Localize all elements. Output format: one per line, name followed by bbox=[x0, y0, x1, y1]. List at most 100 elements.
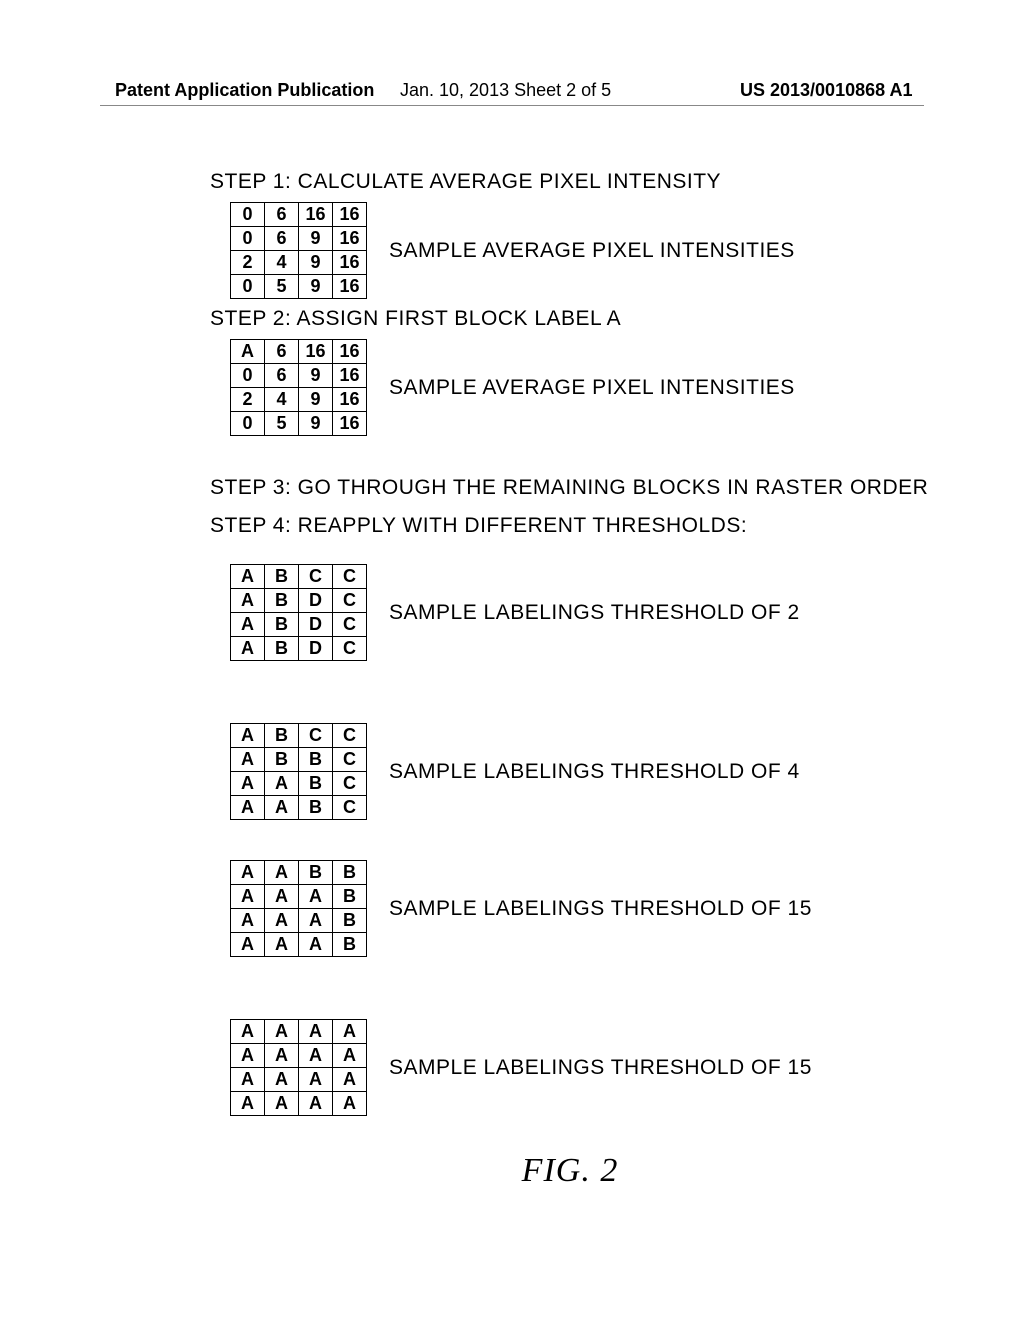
cell: A bbox=[333, 1044, 367, 1068]
cell: A bbox=[231, 909, 265, 933]
cell: 0 bbox=[231, 275, 265, 299]
cell: 9 bbox=[299, 364, 333, 388]
cell: B bbox=[265, 589, 299, 613]
cell: A bbox=[265, 1044, 299, 1068]
cell: 16 bbox=[333, 340, 367, 364]
step2-block: A61616 06916 24916 05916 SAMPLE AVERAGE … bbox=[210, 339, 930, 436]
cell: B bbox=[299, 796, 333, 820]
cell: C bbox=[333, 589, 367, 613]
cell: A bbox=[265, 909, 299, 933]
cell: 2 bbox=[231, 251, 265, 275]
cell: A bbox=[231, 772, 265, 796]
grid-thresh15b: AAAA AAAA AAAA AAAA bbox=[230, 1019, 367, 1116]
cell: 16 bbox=[333, 227, 367, 251]
header-right: US 2013/0010868 A1 bbox=[740, 80, 912, 101]
cell: A bbox=[231, 796, 265, 820]
cell: A bbox=[333, 1092, 367, 1116]
cell: C bbox=[333, 796, 367, 820]
cell: A bbox=[265, 1068, 299, 1092]
cell: A bbox=[265, 796, 299, 820]
cell: A bbox=[299, 1020, 333, 1044]
cell: A bbox=[231, 748, 265, 772]
cell: A bbox=[231, 637, 265, 661]
cell: A bbox=[299, 909, 333, 933]
label-thresh15a: SAMPLE LABELINGS THRESHOLD OF 15 bbox=[389, 897, 812, 921]
cell: B bbox=[265, 637, 299, 661]
label-intensities-2: SAMPLE AVERAGE PIXEL INTENSITIES bbox=[389, 376, 795, 400]
step1-block: 061616 06916 24916 05916 SAMPLE AVERAGE … bbox=[210, 202, 930, 299]
cell: B bbox=[265, 748, 299, 772]
cell: C bbox=[299, 565, 333, 589]
cell: B bbox=[265, 613, 299, 637]
step4-text: STEP 4: REAPPLY WITH DIFFERENT THRESHOLD… bbox=[210, 514, 930, 538]
cell: A bbox=[299, 933, 333, 957]
cell: 16 bbox=[299, 340, 333, 364]
page: Patent Application Publication Jan. 10, … bbox=[0, 0, 1024, 1320]
cell: 16 bbox=[333, 364, 367, 388]
cell: 9 bbox=[299, 275, 333, 299]
cell: A bbox=[299, 885, 333, 909]
cell: 5 bbox=[265, 275, 299, 299]
cell: A bbox=[231, 724, 265, 748]
thresh4-block: ABCC ABBC AABC AABC SAMPLE LABELINGS THR… bbox=[210, 723, 930, 820]
cell: A bbox=[231, 885, 265, 909]
grid-thresh15a: AABB AAAB AAAB AAAB bbox=[230, 860, 367, 957]
cell: C bbox=[333, 772, 367, 796]
grid-intensities-2: A61616 06916 24916 05916 bbox=[230, 339, 367, 436]
cell: A bbox=[333, 1068, 367, 1092]
cell: A bbox=[231, 933, 265, 957]
thresh2-block: ABCC ABDC ABDC ABDC SAMPLE LABELINGS THR… bbox=[210, 564, 930, 661]
cell: 6 bbox=[265, 364, 299, 388]
label-thresh15b: SAMPLE LABELINGS THRESHOLD OF 15 bbox=[389, 1056, 812, 1080]
grid-thresh2: ABCC ABDC ABDC ABDC bbox=[230, 564, 367, 661]
header-left: Patent Application Publication bbox=[115, 80, 374, 101]
cell: A bbox=[265, 933, 299, 957]
cell: A bbox=[265, 1020, 299, 1044]
cell: D bbox=[299, 589, 333, 613]
cell: 9 bbox=[299, 227, 333, 251]
cell: A bbox=[231, 565, 265, 589]
figure-caption: FIG. 2 bbox=[210, 1152, 930, 1190]
cell: D bbox=[299, 637, 333, 661]
cell: B bbox=[265, 565, 299, 589]
cell: 2 bbox=[231, 388, 265, 412]
cell: A bbox=[231, 1044, 265, 1068]
cell: A bbox=[299, 1044, 333, 1068]
cell: B bbox=[299, 748, 333, 772]
cell: C bbox=[333, 724, 367, 748]
step2-text: STEP 2: ASSIGN FIRST BLOCK LABEL A bbox=[210, 307, 930, 331]
cell: 9 bbox=[299, 388, 333, 412]
cell: 16 bbox=[333, 275, 367, 299]
cell: B bbox=[299, 861, 333, 885]
cell: A bbox=[231, 613, 265, 637]
cell: B bbox=[299, 772, 333, 796]
cell: 6 bbox=[265, 227, 299, 251]
cell: C bbox=[333, 637, 367, 661]
cell: 16 bbox=[299, 203, 333, 227]
cell: 16 bbox=[333, 412, 367, 436]
cell: A bbox=[265, 861, 299, 885]
cell: A bbox=[231, 1092, 265, 1116]
grid-thresh4: ABCC ABBC AABC AABC bbox=[230, 723, 367, 820]
cell: C bbox=[333, 613, 367, 637]
cell: C bbox=[333, 565, 367, 589]
cell: A bbox=[299, 1068, 333, 1092]
label-thresh4: SAMPLE LABELINGS THRESHOLD OF 4 bbox=[389, 760, 800, 784]
cell: C bbox=[299, 724, 333, 748]
cell: 0 bbox=[231, 203, 265, 227]
cell: C bbox=[333, 748, 367, 772]
cell: A bbox=[231, 340, 265, 364]
cell: B bbox=[333, 885, 367, 909]
cell: 4 bbox=[265, 251, 299, 275]
cell: 6 bbox=[265, 340, 299, 364]
cell: A bbox=[265, 772, 299, 796]
step3-text: STEP 3: GO THROUGH THE REMAINING BLOCKS … bbox=[210, 476, 930, 500]
figure-content: STEP 1: CALCULATE AVERAGE PIXEL INTENSIT… bbox=[210, 170, 930, 1190]
cell: A bbox=[265, 885, 299, 909]
cell: A bbox=[231, 861, 265, 885]
cell: 5 bbox=[265, 412, 299, 436]
cell: 16 bbox=[333, 251, 367, 275]
step1-text: STEP 1: CALCULATE AVERAGE PIXEL INTENSIT… bbox=[210, 170, 930, 194]
header-rule bbox=[100, 105, 924, 106]
label-thresh2: SAMPLE LABELINGS THRESHOLD OF 2 bbox=[389, 601, 800, 625]
